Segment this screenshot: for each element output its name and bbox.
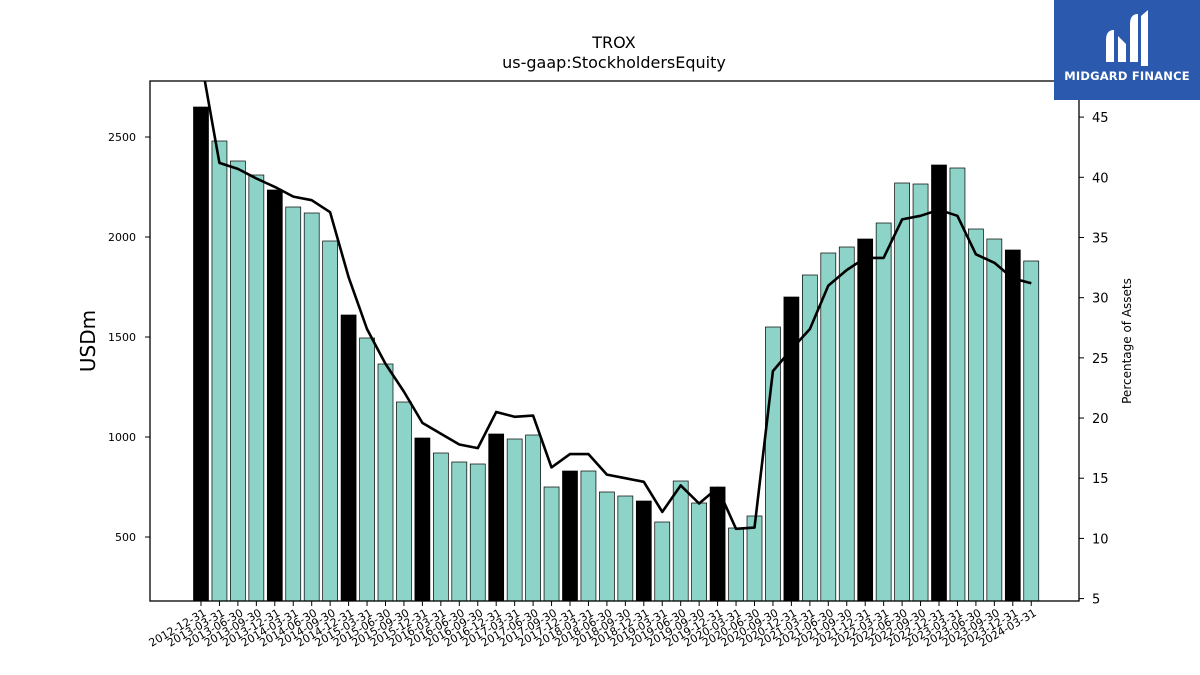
x-axis: 2012-12-312013-03-312013-06-302013-09-30…: [147, 601, 1039, 650]
bar-2013-09-30: [248, 174, 265, 602]
bar-2012-12-31: [193, 106, 209, 602]
bar-2018-12-31: [635, 500, 652, 602]
y-tick-label: 2500: [108, 131, 136, 144]
bar-2022-03-31: [875, 222, 892, 602]
bar-2021-09-30: [838, 246, 855, 602]
y-tick-label: 500: [115, 531, 136, 544]
midgard-m-icon: [1106, 10, 1148, 66]
bar-2016-03-31: [433, 452, 449, 602]
y2-tick-label: 40: [1092, 171, 1109, 186]
y2-axis: 5 10 15 20 25 30 35 40 45: [1079, 111, 1109, 608]
y-axis: 500 1000 1500 2000 2500: [108, 131, 150, 544]
y2-tick-label: 15: [1092, 472, 1109, 487]
bar-2022-06-30: [894, 182, 910, 602]
brand-logo: MIDGARD FINANCE: [1054, 0, 1200, 100]
bar-2017-12-31: [562, 470, 578, 602]
bar-2013-03-31: [211, 140, 228, 602]
bar-2022-12-31: [931, 164, 947, 602]
bar-2019-12-31: [709, 486, 726, 602]
bar-2014-09-30: [322, 240, 338, 602]
bar-2017-03-31: [506, 438, 523, 602]
bar-2023-12-31: [1004, 249, 1021, 602]
y2-tick-label: 5: [1092, 593, 1100, 608]
bar-2015-09-30: [396, 401, 412, 602]
bar-2018-06-30: [599, 491, 615, 602]
y-tick-label: 1500: [108, 331, 136, 344]
y2-axis-label: Percentage of Assets: [1120, 278, 1134, 404]
plot-frame: [149, 80, 1080, 602]
bar-2018-03-31: [580, 470, 597, 602]
chart-subtitle: us-gaap:StockholdersEquity: [502, 53, 726, 72]
bar-2014-03-31: [285, 206, 302, 602]
bars-group: [193, 106, 1040, 602]
bar-2021-03-31: [801, 274, 818, 602]
bar-2016-09-30: [469, 463, 486, 602]
y2-tick-label: 25: [1092, 352, 1109, 367]
y2-tick-label: 45: [1092, 111, 1109, 126]
y2-tick-label: 20: [1092, 412, 1109, 427]
bar-2019-06-30: [672, 480, 689, 602]
bar-2016-12-31: [488, 433, 505, 602]
bar-2023-09-30: [986, 238, 1003, 602]
bar-2019-09-30: [691, 502, 708, 602]
bar-2021-06-30: [820, 252, 837, 602]
brand-name: MIDGARD FINANCE: [1064, 69, 1190, 83]
bar-2015-12-31: [414, 437, 431, 602]
bar-2021-12-31: [857, 238, 874, 602]
chart-title: TROX: [591, 33, 635, 52]
y-tick-label: 2000: [108, 231, 136, 244]
bar-2017-09-30: [543, 486, 560, 602]
y2-tick-label: 10: [1092, 532, 1109, 547]
bar-2023-03-31: [949, 167, 966, 602]
bar-2022-09-30: [912, 183, 929, 602]
y-axis-label: USDm: [76, 310, 100, 372]
bar-2020-09-30: [765, 326, 781, 602]
y-tick-label: 1000: [108, 431, 136, 444]
bar-2018-09-30: [617, 495, 634, 602]
bar-2024-03-31: [1023, 260, 1040, 602]
bar-2019-03-31: [654, 521, 671, 602]
y2-tick-label: 30: [1092, 292, 1109, 307]
bar-2014-12-31: [340, 314, 357, 602]
y2-tick-label: 35: [1092, 231, 1109, 246]
bar-2016-06-30: [451, 461, 468, 602]
bar-2013-12-31: [266, 189, 283, 602]
line-group: [203, 81, 1032, 531]
bar-2015-03-31: [359, 337, 375, 602]
bar-2017-06-30: [525, 434, 541, 602]
bar-2020-03-31: [728, 527, 744, 602]
bar-2015-06-30: [377, 363, 394, 602]
bar-2013-06-30: [230, 160, 246, 602]
bar-2014-06-30: [303, 212, 320, 602]
percentage-line: [203, 81, 1032, 531]
bar-2023-06-30: [968, 228, 984, 602]
